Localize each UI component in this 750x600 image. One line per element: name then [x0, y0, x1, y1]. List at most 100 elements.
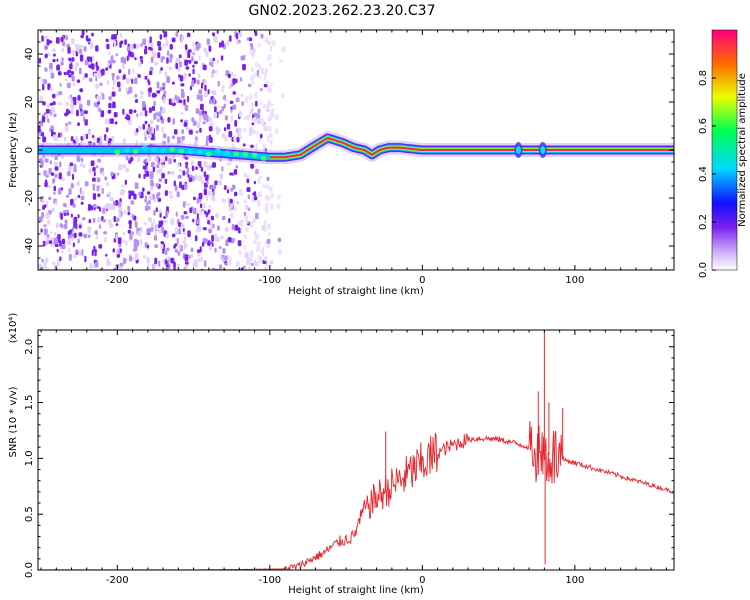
noise-cell	[212, 162, 216, 168]
noise-cell	[264, 207, 268, 212]
noise-cell	[176, 237, 179, 245]
noise-cell	[56, 58, 59, 62]
noise-cell	[116, 172, 120, 176]
noise-cell	[248, 83, 252, 88]
noise-cell	[125, 240, 128, 246]
noise-cell	[188, 59, 192, 63]
noise-cell	[116, 75, 120, 80]
noise-cell	[268, 87, 272, 93]
noise-cell	[246, 178, 250, 184]
noise-cell	[235, 165, 239, 169]
noise-cell	[108, 96, 112, 101]
noise-cell	[139, 90, 144, 95]
noise-cell	[254, 94, 257, 98]
noise-cell	[260, 118, 265, 125]
noise-cell	[112, 200, 116, 206]
noise-cell	[179, 61, 182, 68]
noise-cell	[217, 81, 220, 87]
noise-cell	[191, 81, 194, 87]
noise-cell	[91, 249, 94, 256]
noise-cell	[204, 84, 207, 91]
noise-cell	[222, 133, 226, 139]
noise-cell	[209, 220, 212, 228]
noise-cell	[211, 234, 214, 242]
noise-cell	[181, 35, 185, 41]
noise-cell	[233, 169, 238, 175]
noise-cell	[200, 203, 203, 209]
noise-cell	[175, 227, 179, 234]
noise-cell	[271, 108, 275, 113]
noise-cell	[45, 179, 48, 186]
noise-cell	[134, 57, 137, 61]
noise-cell	[52, 101, 56, 106]
noise-cell	[71, 38, 75, 45]
noise-cell	[105, 253, 108, 257]
y-tick-label: 20	[24, 96, 35, 109]
noise-cell	[205, 212, 210, 216]
noise-cell	[93, 245, 96, 250]
noise-cell	[151, 105, 155, 111]
noise-cell	[263, 220, 267, 227]
noise-cell	[269, 186, 273, 192]
noise-cell	[159, 34, 163, 40]
noise-cell	[206, 38, 210, 46]
noise-cell	[122, 239, 125, 243]
noise-cell	[153, 263, 156, 270]
noise-cell	[70, 71, 74, 75]
noise-cell	[180, 214, 185, 220]
noise-cell	[43, 261, 47, 268]
noise-cell	[58, 187, 62, 195]
noise-cell	[67, 234, 71, 240]
noise-cell	[224, 262, 228, 266]
noise-cell	[204, 238, 208, 243]
noise-cell	[240, 93, 243, 98]
noise-cell	[161, 226, 165, 234]
noise-cell	[154, 257, 158, 265]
noise-cell	[165, 249, 168, 256]
noise-cell	[54, 166, 59, 171]
noise-cell	[59, 83, 62, 87]
noise-cell	[101, 68, 105, 76]
noise-cell	[71, 236, 74, 242]
noise-cell	[242, 128, 247, 132]
noise-cell	[75, 43, 79, 50]
noise-cell	[129, 233, 133, 240]
noise-cell	[117, 237, 122, 244]
noise-cell	[45, 108, 50, 114]
noise-cell	[209, 117, 212, 123]
noise-cell	[69, 63, 73, 70]
noise-cell	[126, 115, 131, 121]
noise-cell	[72, 173, 75, 180]
noise-cell	[91, 63, 95, 70]
noise-cell	[173, 180, 176, 187]
noise-cell	[144, 45, 148, 51]
noise-cell	[80, 34, 84, 39]
noise-cell	[188, 73, 191, 77]
noise-cell	[161, 107, 166, 114]
noise-cell	[42, 83, 45, 91]
noise-cell	[224, 115, 228, 121]
noise-cell	[203, 202, 206, 209]
noise-cell	[98, 244, 103, 249]
noise-cell	[160, 244, 164, 250]
noise-cell	[59, 256, 62, 262]
noise-cell	[235, 32, 239, 40]
noise-cell	[49, 87, 53, 92]
noise-cell	[150, 56, 154, 63]
noise-cell	[195, 108, 200, 114]
noise-cell	[179, 54, 182, 59]
noise-cell	[168, 191, 173, 194]
noise-cell	[106, 127, 109, 133]
noise-cell	[63, 71, 67, 76]
noise-cell	[73, 100, 77, 106]
noise-cell	[269, 260, 274, 265]
noise-cell	[166, 256, 170, 261]
noise-cell	[236, 268, 239, 270]
noise-cell	[232, 78, 236, 85]
noise-cell	[88, 130, 92, 135]
noise-cell	[94, 230, 98, 235]
noise-cell	[180, 119, 183, 123]
noise-cell	[208, 45, 212, 52]
noise-cell	[207, 89, 210, 95]
noise-cell	[88, 234, 91, 239]
